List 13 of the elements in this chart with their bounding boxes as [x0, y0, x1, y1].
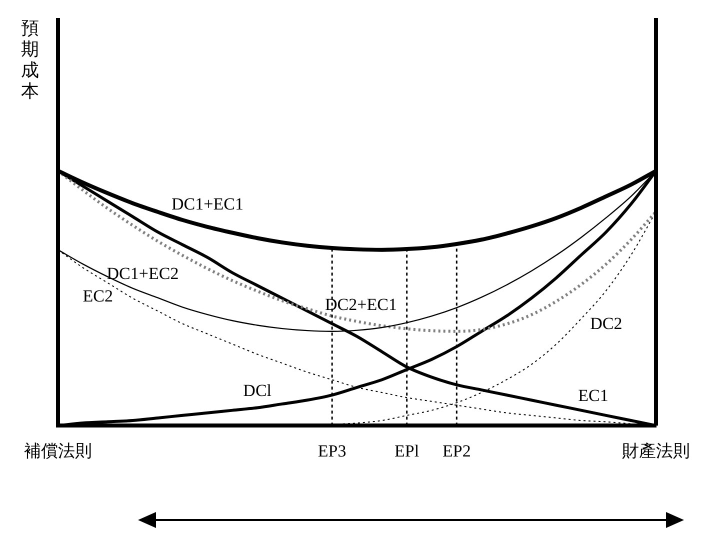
x-tick-label: EPl — [394, 441, 420, 460]
series-label: DC2 — [590, 314, 622, 334]
x-tick-label: 財產法則 — [622, 441, 690, 460]
x-tick-label: EP2 — [442, 441, 471, 460]
series-label: DC2+EC1 — [325, 294, 397, 314]
series-label: EC2 — [82, 286, 113, 306]
series-label: DCl — [243, 381, 272, 400]
y-axis-title: 預期成本 — [20, 18, 40, 102]
x-tick-label: 補償法則 — [24, 441, 92, 460]
x-tick-label: EP3 — [318, 441, 346, 460]
series-label: DC1+EC1 — [172, 194, 244, 214]
series-label: DC1+EC2 — [106, 264, 179, 283]
series-label: EC1 — [578, 386, 608, 405]
